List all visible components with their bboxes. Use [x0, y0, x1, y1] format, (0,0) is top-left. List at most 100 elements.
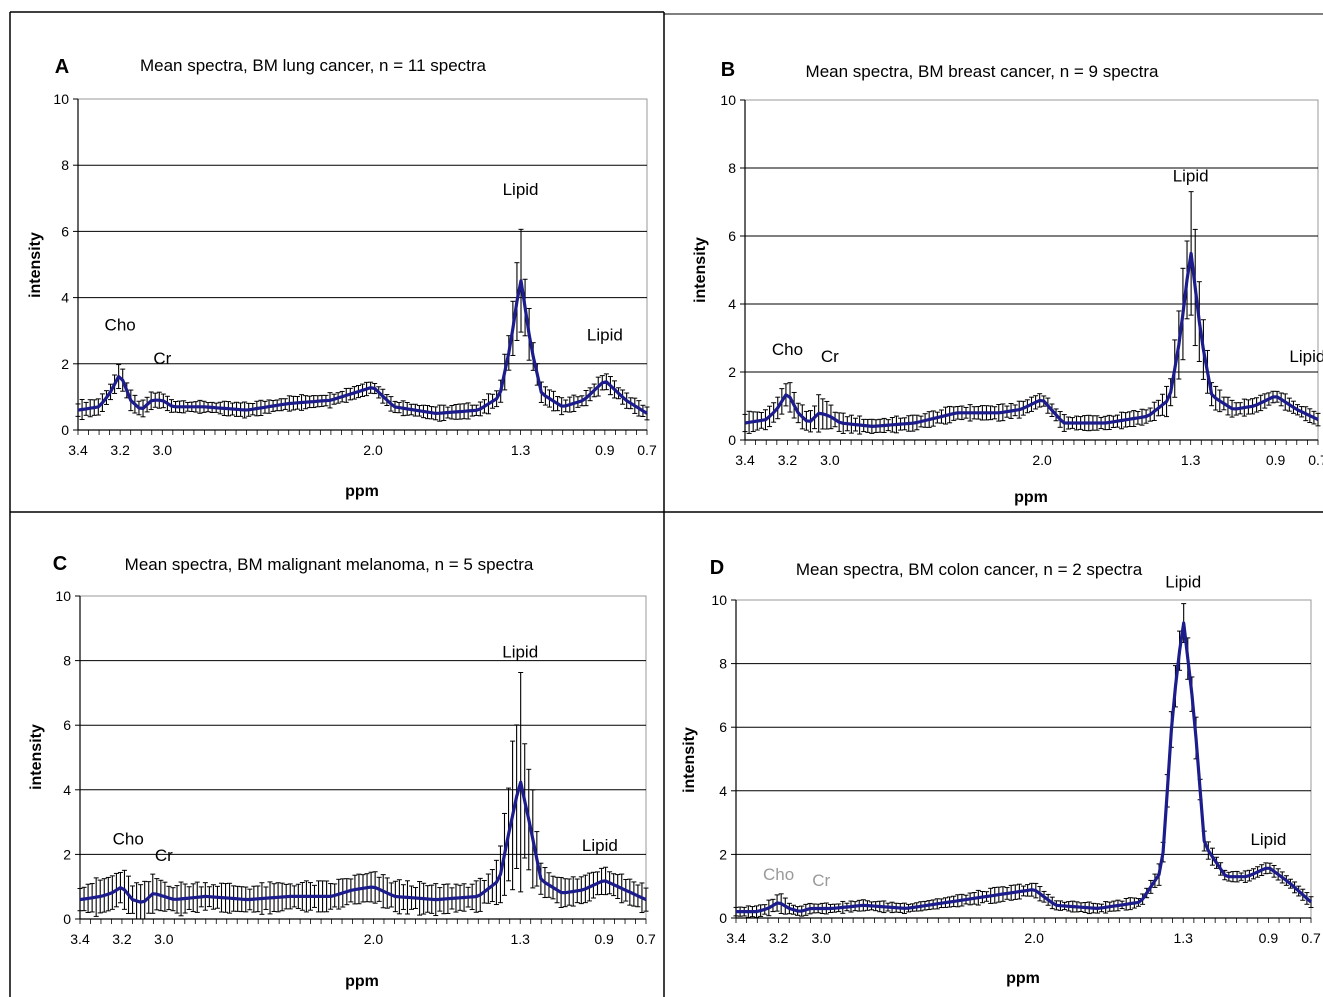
- panel-c-x-tick-label: 0.7: [636, 931, 656, 947]
- panel-c-peak-label: Lipid: [502, 642, 538, 661]
- panel-d-peak-label: Cho: [763, 865, 794, 884]
- panel-b-peak-label: Lipid: [1173, 167, 1209, 186]
- panel-d-x-tick-label: 0.7: [1301, 930, 1321, 946]
- panel-d-y-tick-label: 6: [719, 719, 727, 735]
- panel-c-plot-area: [79, 595, 647, 920]
- panel-d-peak-label: Cr: [812, 871, 830, 890]
- panel-c-x-tick-label: 3.0: [154, 931, 174, 947]
- panel-b-x-axis-title: ppm: [1014, 489, 1048, 506]
- panel-c-mean-line: [79, 780, 647, 904]
- panel-a-title: Mean spectra, BM lung cancer, n = 11 spe…: [140, 56, 487, 75]
- panel-a-letter: A: [55, 56, 69, 78]
- panel-b-series: [742, 191, 1321, 435]
- panel-d-peak-label: Lipid: [1165, 572, 1201, 591]
- panel-d-x-tick-label: 3.4: [726, 930, 746, 946]
- panel-c-y-tick-label: 4: [63, 782, 71, 798]
- panel-b-x-tick-label: 0.9: [1266, 452, 1286, 468]
- panel-d-x-tick-label: 3.2: [769, 930, 789, 946]
- panel-d-x-tick-label: 2.0: [1024, 930, 1044, 946]
- panel-a-y-tick-label: 0: [61, 422, 69, 438]
- panel-b-peak-label: Cho: [772, 340, 803, 359]
- panel-b-mean-line: [744, 251, 1319, 428]
- panel-c-x-tick-label: 3.4: [70, 931, 90, 947]
- panel-c-y-tick-label: 2: [63, 846, 71, 862]
- panel-d-mean-line: [736, 621, 1313, 914]
- panel-a-plot-area: [77, 98, 648, 431]
- panel-c-x-tick-label: 1.3: [510, 931, 530, 947]
- panel-a-x-axis-title: ppm: [345, 483, 379, 500]
- panel-a-y-axis-title: intensity: [27, 232, 44, 298]
- panel-b-x-tick-label: 2.0: [1032, 452, 1052, 468]
- panel-d-x-axis-title: ppm: [1006, 970, 1040, 987]
- panel-a-peak-label: Lipid: [587, 326, 623, 345]
- panel-c-y-tick-label: 0: [63, 911, 71, 927]
- panel-a-x-tick-label: 3.4: [68, 442, 88, 458]
- panel-d-y-tick-label: 10: [711, 592, 727, 608]
- panel-b-x-tick-label: 0.7: [1308, 452, 1323, 468]
- panel-c-letter: C: [53, 553, 67, 575]
- panel-a-x-tick-label: 3.2: [110, 442, 130, 458]
- panel-b-y-tick-label: 4: [728, 296, 736, 312]
- panel-a-series: [75, 228, 650, 422]
- panel-a-x-tick-label: 1.3: [511, 442, 531, 458]
- panel-b-title: Mean spectra, BM breast cancer, n = 9 sp…: [806, 62, 1159, 81]
- panel-c-peak-label: Cr: [155, 846, 173, 865]
- panel-c-peak-label: Lipid: [582, 836, 618, 855]
- panel-d: D Mean spectra, BM colon cancer, n = 2 sp…: [681, 557, 1321, 987]
- panel-a-mean-line: [77, 279, 648, 415]
- panel-c-y-tick-label: 10: [55, 588, 71, 604]
- panel-b-letter: B: [721, 59, 735, 81]
- panel-a-y-tick-label: 4: [61, 290, 69, 306]
- panel-d-series: [733, 603, 1314, 918]
- panel-a-peak-label: Lipid: [503, 180, 539, 199]
- panel-c-x-tick-label: 3.2: [112, 931, 132, 947]
- panel-a-peak-label: Cho: [105, 316, 136, 335]
- panel-b-y-axis-title: intensity: [692, 237, 709, 303]
- panel-b: B Mean spectra, BM breast cancer, n = 9 s…: [692, 59, 1323, 506]
- panel-b-x-tick-label: 1.3: [1181, 452, 1201, 468]
- panel-d-y-axis-title: intensity: [681, 727, 698, 793]
- panel-b-x-tick-label: 3.0: [820, 452, 840, 468]
- panel-b-y-tick-label: 0: [728, 432, 736, 448]
- panel-b-peak-label: Cr: [821, 347, 839, 366]
- panel-d-y-tick-label: 2: [719, 846, 727, 862]
- panel-d-title: Mean spectra, BM colon cancer, n = 2 spe…: [796, 560, 1143, 579]
- panel-a-y-tick-label: 2: [61, 356, 69, 372]
- panel-c: C Mean spectra, BM malignant melanoma, n …: [28, 553, 656, 990]
- panel-d-x-tick-label: 1.3: [1173, 930, 1193, 946]
- panel-a: A Mean spectra, BM lung cancer, n = 11 sp…: [27, 56, 657, 500]
- panel-c-y-tick-label: 8: [63, 653, 71, 669]
- panel-d-x-tick-label: 3.0: [811, 930, 831, 946]
- panel-b-plot-area: [744, 99, 1319, 441]
- panel-c-y-tick-label: 6: [63, 717, 71, 733]
- panel-c-x-tick-label: 0.9: [594, 931, 614, 947]
- panel-a-peak-label: Cr: [153, 349, 171, 368]
- panel-d-y-tick-label: 4: [719, 783, 727, 799]
- panel-a-x-tick-label: 0.7: [637, 442, 657, 458]
- panel-a-x-tick-label: 0.9: [595, 442, 615, 458]
- panel-d-x-tick-label: 0.9: [1259, 930, 1279, 946]
- panel-d-peak-label: Lipid: [1250, 830, 1286, 849]
- panel-a-x-tick-label: 3.0: [153, 442, 173, 458]
- panel-a-y-tick-label: 6: [61, 223, 69, 239]
- panel-b-x-tick-label: 3.2: [778, 452, 798, 468]
- panel-d-y-tick-label: 0: [719, 910, 727, 926]
- panel-c-x-axis-title: ppm: [345, 973, 379, 990]
- panel-c-x-tick-label: 2.0: [364, 931, 384, 947]
- panel-c-y-axis-title: intensity: [28, 724, 45, 790]
- panel-a-x-tick-label: 2.0: [363, 442, 383, 458]
- panel-d-y-tick-label: 8: [719, 656, 727, 672]
- panel-a-y-tick-label: 10: [53, 91, 69, 107]
- panel-b-y-tick-label: 10: [720, 92, 736, 108]
- panel-b-y-tick-label: 8: [728, 160, 736, 176]
- panel-d-letter: D: [710, 557, 724, 579]
- panel-c-title: Mean spectra, BM malignant melanoma, n =…: [125, 555, 534, 574]
- panel-c-peak-label: Cho: [113, 830, 144, 849]
- panel-a-y-tick-label: 8: [61, 157, 69, 173]
- panel-b-peak-label: Lipid: [1289, 347, 1323, 366]
- panel-b-x-tick-label: 3.4: [735, 452, 755, 468]
- panel-c-series: [77, 672, 649, 920]
- panel-b-y-tick-label: 2: [728, 364, 736, 380]
- panel-b-y-tick-label: 6: [728, 228, 736, 244]
